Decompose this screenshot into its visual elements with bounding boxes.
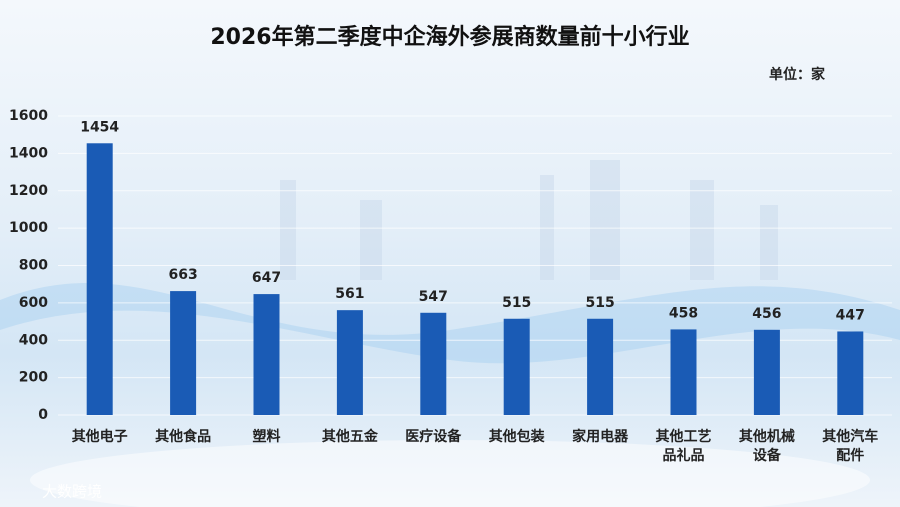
y-tick-label: 600 — [19, 295, 48, 311]
bar — [253, 294, 280, 415]
x-tick-label: 其他五金 — [321, 429, 378, 445]
value-label: 447 — [836, 307, 865, 323]
bar — [420, 312, 447, 415]
y-tick-label: 1200 — [9, 183, 48, 199]
bar — [503, 318, 530, 415]
value-label: 647 — [252, 270, 281, 286]
x-tick-label: 家用电器 — [572, 429, 629, 445]
value-label: 515 — [585, 295, 614, 311]
y-tick-label: 1400 — [9, 145, 48, 161]
chart-title: 2026年第二季度中企海外参展商数量前十小行业 — [210, 24, 689, 50]
bar — [670, 329, 697, 415]
unit-label: 单位：家 — [769, 66, 826, 83]
bar — [170, 291, 197, 415]
value-label: 1454 — [80, 119, 119, 135]
x-tick-label: 其他机械设备 — [738, 429, 795, 464]
x-tick-label: 医疗设备 — [405, 429, 462, 445]
bar — [837, 331, 864, 415]
bar — [86, 143, 113, 415]
value-label: 547 — [419, 289, 448, 305]
value-label: 458 — [669, 305, 698, 321]
x-tick-label: 其他包装 — [488, 429, 545, 445]
y-tick-label: 200 — [19, 370, 48, 386]
bar — [587, 318, 614, 415]
value-label: 663 — [168, 267, 197, 283]
x-tick-label: 其他电子 — [71, 429, 128, 445]
y-tick-label: 800 — [19, 258, 48, 274]
y-tick-label: 1600 — [9, 108, 48, 124]
y-tick-label: 0 — [38, 407, 48, 423]
bar — [753, 329, 780, 415]
value-label: 515 — [502, 295, 531, 311]
x-tick-label: 其他工艺品礼品 — [655, 429, 712, 464]
x-tick-label: 其他汽车配件 — [822, 429, 879, 464]
x-tick-label: 塑料 — [252, 429, 281, 445]
y-tick-label: 400 — [19, 332, 48, 348]
value-label: 456 — [752, 306, 781, 322]
y-tick-label: 1000 — [9, 220, 48, 236]
watermark: 大数跨境 — [42, 483, 102, 501]
bar — [336, 310, 363, 415]
x-tick-label: 其他食品 — [155, 429, 212, 445]
value-label: 561 — [335, 286, 364, 302]
